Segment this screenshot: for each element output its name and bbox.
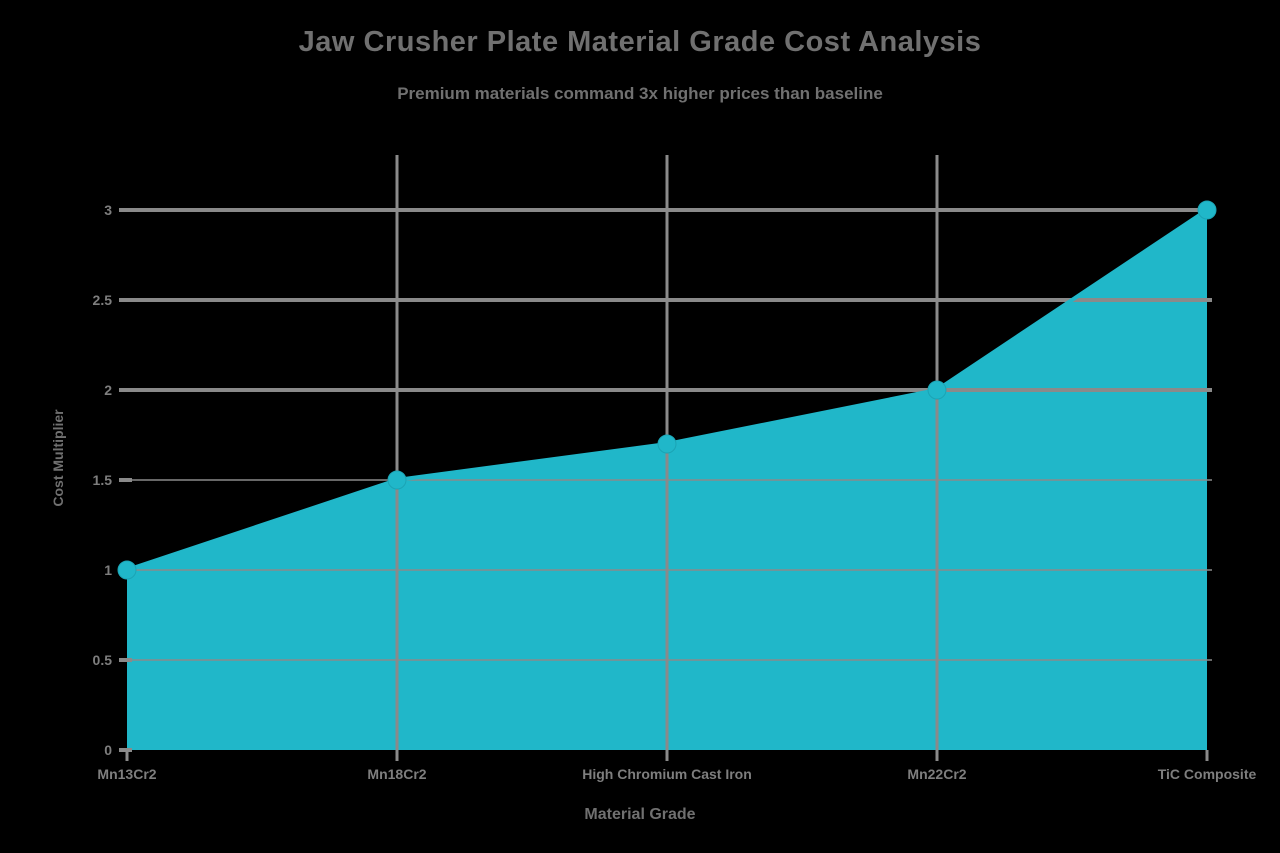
x-tick-labels-group: Mn13Cr2 Mn18Cr2 High Chromium Cast Iron Mn2… (97, 766, 1256, 782)
x-tick-label: Mn13Cr2 (97, 766, 156, 782)
line-series-group (117, 200, 1217, 580)
y-tick-label: 1 (104, 562, 112, 578)
data-point-marker (387, 470, 407, 490)
data-point-marker (117, 560, 137, 580)
x-tick-label: TiC Composite (1158, 766, 1257, 782)
y-tick-label: 3 (104, 202, 112, 218)
y-tick-label: 2 (104, 382, 112, 398)
y-tick-labels-group: 0 0.5 1 1.5 2 2.5 3 (93, 202, 113, 758)
data-point-marker (1197, 200, 1217, 220)
x-tick-label: Mn22Cr2 (907, 766, 966, 782)
x-tick-label: Mn18Cr2 (367, 766, 426, 782)
y-tick-label: 2.5 (93, 292, 113, 308)
x-axis-title: Material Grade (584, 806, 696, 823)
y-tick-label: 0.5 (93, 652, 113, 668)
y-tick-label: 0 (104, 742, 112, 758)
x-tick-label: High Chromium Cast Iron (582, 766, 752, 782)
chart-title: Jaw Crusher Plate Material Grade Cost An… (298, 26, 982, 58)
data-point-marker (927, 380, 947, 400)
chart-subtitle: Premium materials command 3x higher pric… (397, 84, 883, 103)
y-tick-label: 1.5 (93, 472, 113, 488)
data-point-marker (657, 434, 677, 454)
